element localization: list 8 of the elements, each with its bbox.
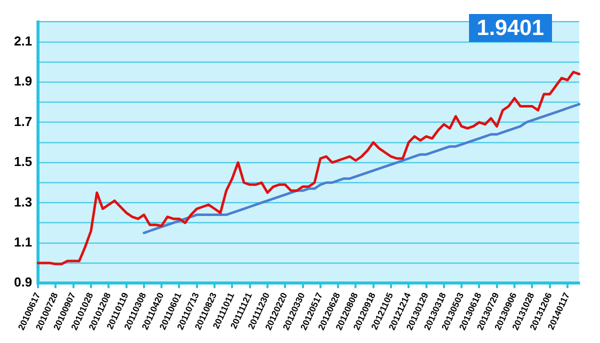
- y-tick-label: 0.9: [14, 274, 32, 290]
- y-tick-label: 1.9: [14, 74, 32, 89]
- y-tick-label: 1.5: [14, 154, 32, 170]
- y-tick-label: 1.1: [14, 234, 32, 250]
- y-tick-label: 1.3: [14, 194, 32, 210]
- y-tick-label: 1.7: [14, 114, 32, 129]
- y-tick-label: 2.1: [14, 33, 32, 48]
- annotation: 1.9401: [468, 14, 552, 42]
